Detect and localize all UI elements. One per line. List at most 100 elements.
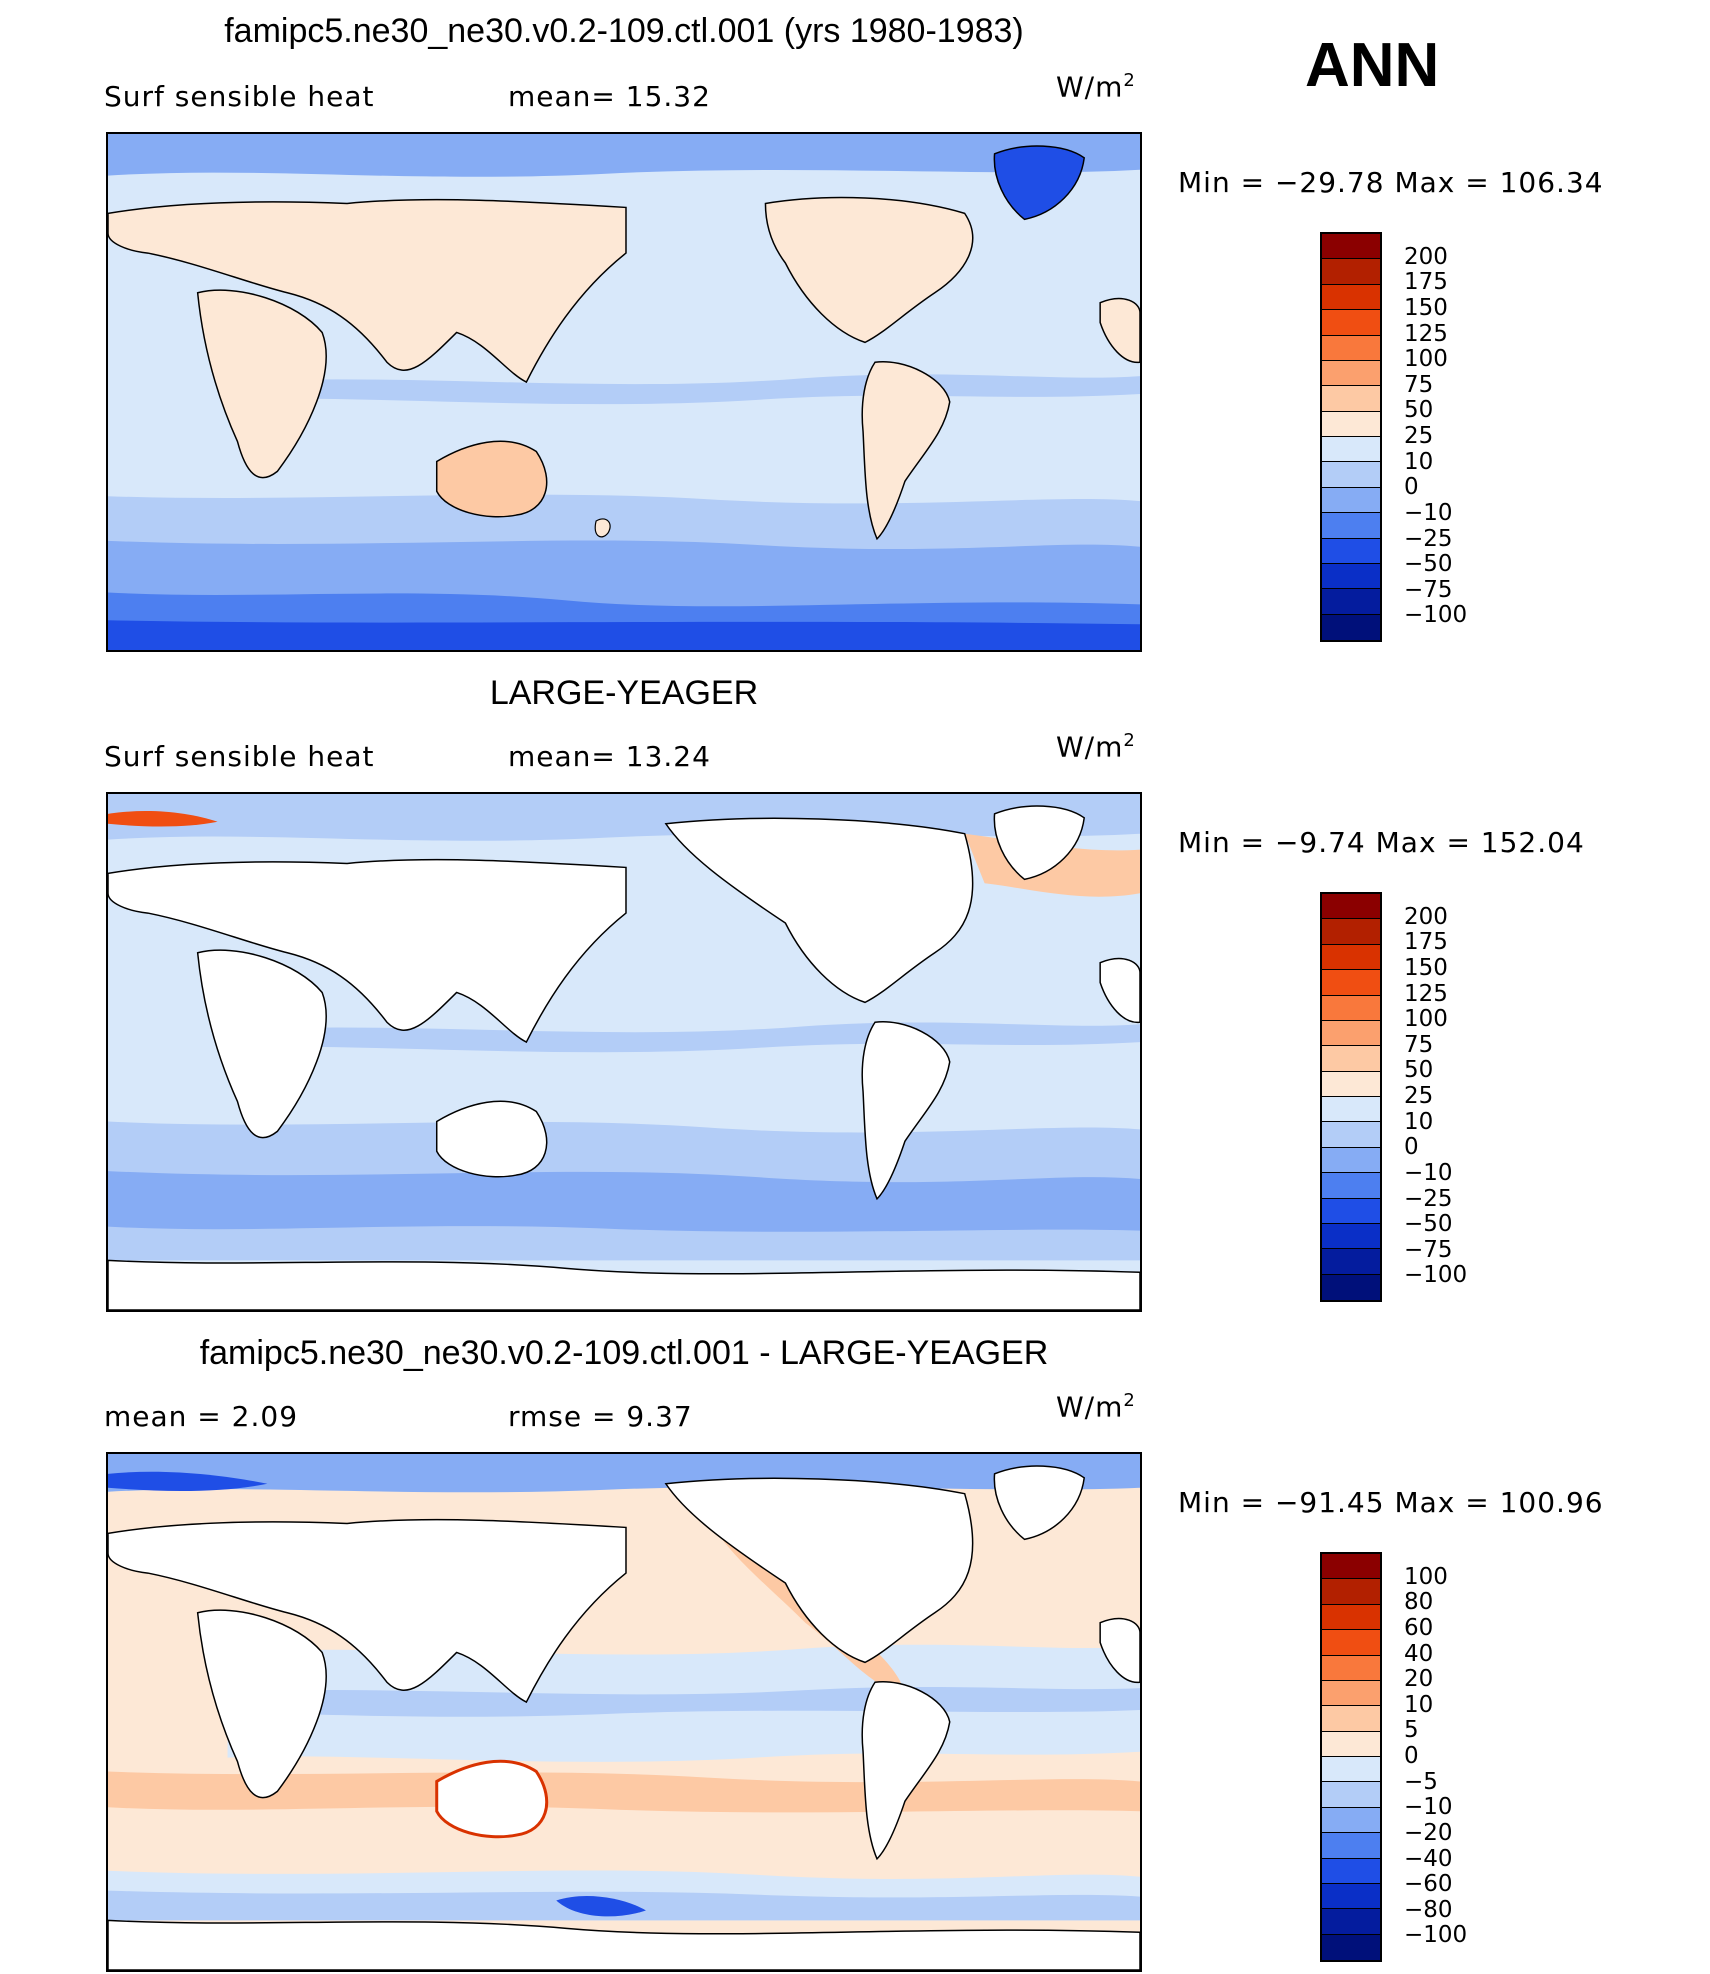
panel2-unit: W/m2	[1056, 730, 1136, 764]
colorbar-tick-label: −75	[1404, 1236, 1453, 1263]
colorbar-tick-label: 150	[1404, 954, 1448, 981]
colorbar-tick-label: 10	[1404, 1108, 1434, 1135]
panel3-map	[106, 1452, 1142, 1972]
colorbar-swatch	[1322, 437, 1380, 463]
colorbar-swatch	[1322, 538, 1380, 564]
panel3-rmse: rmse = 9.37	[508, 1400, 693, 1433]
panel3-unit: W/m2	[1056, 1390, 1136, 1424]
colorbar-tick-label: −10	[1404, 499, 1453, 526]
panel1-minmax: Min = −29.78 Max = 106.34	[1178, 166, 1604, 199]
colorbar-tick-label: 10	[1404, 1691, 1434, 1718]
colorbar-tick-label: 80	[1404, 1589, 1434, 1616]
colorbar-tick-label: 150	[1404, 294, 1448, 321]
panel3-title: famipc5.ne30_ne30.v0.2-109.ctl.001 - LAR…	[199, 1334, 1049, 1372]
colorbar-tick-label: −25	[1404, 525, 1453, 552]
colorbar-swatch	[1322, 944, 1380, 971]
colorbar-swatch	[1322, 1782, 1380, 1808]
colorbar-swatch	[1322, 1071, 1380, 1097]
colorbar-swatch	[1322, 1909, 1380, 1935]
colorbar-swatch	[1322, 1706, 1380, 1732]
colorbar-tick-label: 10	[1404, 448, 1434, 475]
colorbar-swatch	[1322, 1223, 1380, 1250]
colorbar-tick-label: 200	[1404, 243, 1448, 270]
colorbar-swatch	[1322, 894, 1380, 920]
colorbar-swatch	[1322, 1858, 1380, 1884]
colorbar-tick-label: 50	[1404, 397, 1434, 424]
colorbar-tick-label: 5	[1404, 1717, 1419, 1744]
panel1-map	[106, 132, 1142, 652]
colorbar-tick-label: 75	[1404, 371, 1434, 398]
panel2-map	[106, 792, 1142, 1312]
colorbar-swatch	[1322, 1731, 1380, 1757]
colorbar-swatch	[1322, 1807, 1380, 1834]
colorbar-swatch	[1322, 1883, 1380, 1910]
colorbar-tick-label: 40	[1404, 1640, 1434, 1667]
colorbar-tick-label: 100	[1404, 1006, 1448, 1033]
colorbar-swatch	[1322, 411, 1380, 437]
colorbar-swatch	[1322, 1680, 1380, 1707]
colorbar-swatch	[1322, 589, 1380, 615]
colorbar-tick-label: 100	[1404, 346, 1448, 373]
colorbar-swatch	[1322, 1934, 1380, 1960]
colorbar-swatch	[1322, 614, 1380, 640]
panel1-colorbar	[1320, 232, 1382, 642]
colorbar-swatch	[1322, 1655, 1380, 1681]
colorbar-tick-label: −25	[1404, 1185, 1453, 1212]
colorbar-tick-label: −20	[1404, 1819, 1453, 1846]
panel1-mean: mean= 15.32	[508, 80, 711, 113]
panel3-mean: mean = 2.09	[104, 1400, 299, 1433]
colorbar-swatch	[1322, 1122, 1380, 1148]
panel3-colorbar	[1320, 1552, 1382, 1962]
colorbar-tick-label: −5	[1404, 1768, 1438, 1795]
colorbar-tick-label: −10	[1404, 1794, 1453, 1821]
colorbar-tick-label: −40	[1404, 1845, 1453, 1872]
colorbar-swatch	[1322, 1833, 1380, 1859]
colorbar-tick-label: −50	[1404, 1211, 1453, 1238]
colorbar-swatch	[1322, 919, 1380, 945]
colorbar-swatch	[1322, 284, 1380, 311]
colorbar-swatch	[1322, 1274, 1380, 1300]
colorbar-tick-label: −100	[1404, 602, 1468, 629]
panel1-colorbar-labels: 200 175 150 125 100 75 50 25 10 0 −10 −25 −50 −75 −100	[1404, 232, 1524, 642]
colorbar-tick-label: 125	[1404, 980, 1448, 1007]
colorbar-swatch	[1322, 1630, 1380, 1656]
panel3-minmax: Min = −91.45 Max = 100.96	[1178, 1486, 1604, 1519]
colorbar-tick-label: 175	[1404, 269, 1448, 296]
colorbar-swatch	[1322, 360, 1380, 387]
colorbar-swatch	[1322, 462, 1380, 488]
colorbar-tick-label: 0	[1404, 1743, 1419, 1769]
colorbar-tick-label: −50	[1404, 551, 1453, 578]
colorbar-swatch	[1322, 995, 1380, 1021]
panel2-title: LARGE-YEAGER	[489, 674, 759, 712]
colorbar-swatch	[1322, 563, 1380, 590]
colorbar-swatch	[1322, 1173, 1380, 1199]
colorbar-swatch	[1322, 1198, 1380, 1224]
colorbar-swatch	[1322, 1147, 1380, 1174]
colorbar-tick-label: −60	[1404, 1871, 1453, 1898]
colorbar-swatch	[1322, 1554, 1380, 1580]
colorbar-swatch	[1322, 970, 1380, 996]
colorbar-swatch	[1322, 1249, 1380, 1275]
panel1-unit: W/m2	[1056, 70, 1136, 104]
colorbar-tick-label: 175	[1404, 929, 1448, 956]
colorbar-swatch	[1322, 1757, 1380, 1783]
colorbar-tick-label: 25	[1404, 423, 1434, 449]
colorbar-swatch	[1322, 335, 1380, 361]
panel2-colorbar	[1320, 892, 1382, 1302]
colorbar-tick-label: 20	[1404, 1666, 1434, 1693]
panel2-minmax: Min = −9.74 Max = 152.04	[1178, 826, 1585, 859]
panel1-title: famipc5.ne30_ne30.v0.2-109.ctl.001 (yrs …	[224, 12, 1024, 50]
colorbar-tick-label: 125	[1404, 320, 1448, 347]
colorbar-tick-label: −100	[1404, 1922, 1468, 1949]
colorbar-swatch	[1322, 513, 1380, 539]
colorbar-swatch	[1322, 234, 1380, 260]
colorbar-tick-label: 0	[1404, 474, 1419, 501]
panel2-mean: mean= 13.24	[508, 740, 711, 773]
colorbar-swatch	[1322, 259, 1380, 285]
colorbar-swatch	[1322, 1579, 1380, 1605]
panel3-colorbar-labels: 100 80 60 40 20 10 5 0 −5 −10 −20 −40 −60 −80 −100	[1404, 1552, 1524, 1962]
colorbar-swatch	[1322, 310, 1380, 336]
colorbar-tick-label: 60	[1404, 1614, 1434, 1641]
colorbar-swatch	[1322, 1046, 1380, 1072]
colorbar-tick-label: 50	[1404, 1057, 1434, 1084]
